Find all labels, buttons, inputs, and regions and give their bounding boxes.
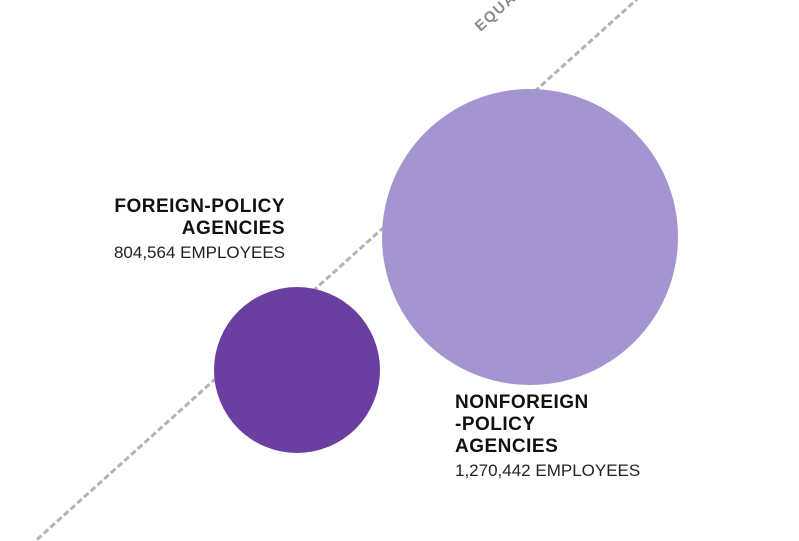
label-foreign: FOREIGN-POLICY AGENCIES 804,564 EMPLOYEE… <box>90 196 285 263</box>
equal-representation-label: EQUAL REPRES <box>472 0 585 35</box>
label-nonforeign-title-line3: AGENCIES <box>455 436 558 457</box>
label-nonforeign-title-line1: NONFOREIGN <box>455 392 589 413</box>
label-nonforeign: NONFOREIGN -POLICY AGENCIES 1,270,442 EM… <box>455 392 675 481</box>
label-foreign-title: FOREIGN-POLICY AGENCIES <box>90 196 285 240</box>
bubble-nonforeign <box>382 89 678 385</box>
label-foreign-title-line1: FOREIGN-POLICY <box>114 196 285 217</box>
bubble-chart: EQUAL REPRES FOREIGN-POLICY AGENCIES 804… <box>0 0 799 538</box>
label-nonforeign-title-line2: -POLICY <box>455 414 536 435</box>
label-nonforeign-sub: 1,270,442 EMPLOYEES <box>455 460 675 481</box>
bubble-foreign <box>214 287 380 453</box>
label-nonforeign-title: NONFOREIGN -POLICY AGENCIES <box>455 392 675 458</box>
label-foreign-title-line2: AGENCIES <box>182 218 285 239</box>
label-foreign-sub: 804,564 EMPLOYEES <box>90 242 285 263</box>
